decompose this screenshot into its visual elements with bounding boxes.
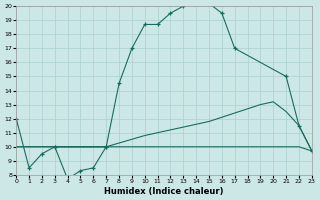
X-axis label: Humidex (Indice chaleur): Humidex (Indice chaleur) [104,187,224,196]
